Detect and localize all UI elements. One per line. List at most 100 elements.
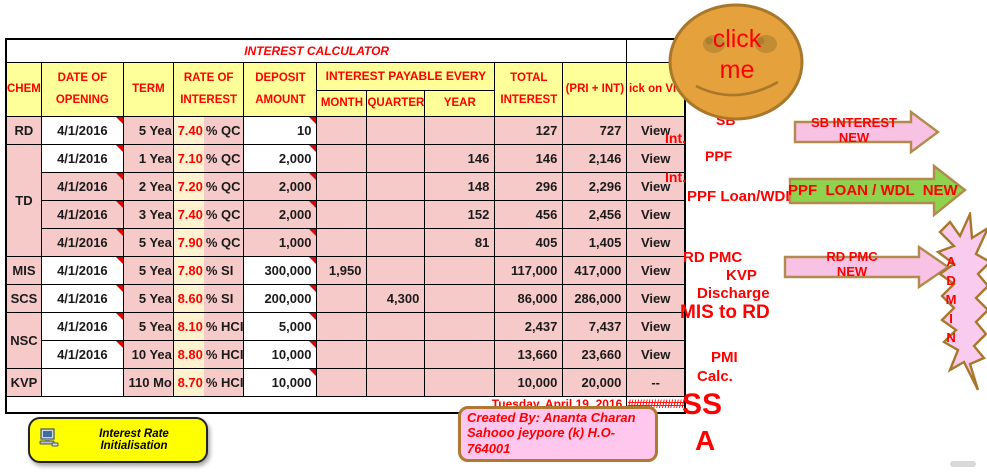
click-me-smiley[interactable]: click me	[666, 2, 808, 122]
date-cell-selected[interactable]: 4/1/2016	[40, 340, 124, 369]
date-cell[interactable]: 4/1/2016	[40, 256, 124, 285]
term-cell[interactable]: 5 Yea	[122, 256, 174, 285]
view-button[interactable]: View	[626, 172, 686, 201]
view-button[interactable]: View	[626, 284, 686, 313]
rate-value[interactable]: 7.40	[174, 117, 204, 144]
link-discharge[interactable]: Discharge	[697, 285, 770, 302]
link-sb-int[interactable]: Int.	[665, 130, 686, 146]
created-by-line1: Created By: Ananta Charan	[467, 410, 636, 425]
rate-cell[interactable]: 8.70% HCI	[172, 368, 245, 397]
rate-cell[interactable]: 7.90% QC	[172, 228, 245, 257]
rate-value[interactable]: 7.80	[174, 257, 204, 284]
rate-value[interactable]: 7.40	[174, 201, 204, 228]
arrow-rd-pmc-new[interactable]: RD PMC NEW	[783, 244, 951, 290]
view-button[interactable]: View	[626, 144, 686, 173]
deposit-cell[interactable]: 2,000	[243, 200, 318, 229]
deposit-cell[interactable]: 10	[243, 116, 318, 145]
term-cell[interactable]: 2 Yea	[122, 172, 174, 201]
total-interest-cell: 146	[494, 144, 564, 173]
link-kvp[interactable]: KVP	[726, 267, 757, 284]
quarter-cell	[366, 116, 426, 145]
term-cell[interactable]: 110 Mo	[122, 368, 174, 397]
header-term: TERM	[122, 62, 174, 117]
rate-cell[interactable]: 8.80% HCI	[172, 340, 245, 369]
rate-suffix: % QC	[205, 235, 241, 250]
term-cell[interactable]: 3 Yea	[122, 200, 174, 229]
view-button[interactable]: View	[626, 200, 686, 229]
link-ppf-loan-wdl[interactable]: PPF Loan/WDL	[687, 188, 795, 205]
year-cell	[424, 284, 496, 313]
rate-value[interactable]: 7.10	[174, 145, 204, 172]
rate-suffix: % HCI	[205, 347, 244, 362]
rate-value[interactable]: 8.10	[174, 313, 204, 340]
rate-cell[interactable]: 8.60% SI	[172, 284, 245, 313]
rate-suffix: % SI	[205, 263, 234, 278]
date-cell[interactable]: 4/1/2016	[40, 228, 124, 257]
rate-cell[interactable]: 8.10% HCI	[172, 312, 245, 341]
year-cell	[424, 368, 496, 397]
rate-value[interactable]: 8.60	[174, 285, 204, 312]
header-month: MONTH	[316, 90, 368, 117]
link-mis-to-rd[interactable]: MIS to RD	[680, 302, 770, 323]
created-by-line2: Sahooo jeypore (k) H.O-	[467, 425, 616, 441]
deposit-cell[interactable]: 5,000	[243, 312, 318, 341]
rate-value[interactable]: 7.90	[174, 229, 204, 256]
view-button[interactable]: View	[626, 228, 686, 257]
term-cell[interactable]: 5 Yea	[122, 312, 174, 341]
month-cell	[316, 312, 368, 341]
rate-cell[interactable]: 7.10% QC	[172, 144, 245, 173]
view-button[interactable]: View	[626, 340, 686, 369]
arrow-ppf-loan-wdl-new[interactable]: PPF LOAN / WDL NEW	[788, 163, 968, 218]
date-cell[interactable]: 4/1/2016	[40, 284, 124, 313]
date-cell[interactable]: 4/1/2016	[40, 172, 124, 201]
scrollbar-fragment	[950, 461, 976, 467]
term-cell[interactable]: 5 Yea	[122, 284, 174, 313]
link-ppf[interactable]: PPF	[705, 148, 733, 164]
date-cell[interactable]	[40, 368, 124, 397]
month-cell	[316, 340, 368, 369]
quarter-cell	[366, 256, 426, 285]
rate-value[interactable]: 8.70	[174, 369, 204, 396]
link-rd-pmc[interactable]: RD PMC	[683, 249, 743, 266]
date-cell[interactable]: 4/1/2016	[40, 312, 124, 341]
rate-cell[interactable]: 7.40% QC	[172, 116, 245, 145]
arrow-sb-interest-new[interactable]: SB INTEREST NEW	[793, 109, 941, 155]
term-cell[interactable]: 5 Yea	[122, 228, 174, 257]
deposit-cell[interactable]: 2,000	[243, 172, 318, 201]
init-button-label: Interest Rate Initialisation	[99, 428, 169, 452]
view-button[interactable]: View	[626, 116, 686, 145]
term-cell[interactable]: 5 Yea	[122, 116, 174, 145]
month-cell: 1,950	[316, 256, 368, 285]
rate-cell[interactable]: 7.20% QC	[172, 172, 245, 201]
link-calc[interactable]: Calc.	[697, 368, 733, 385]
rate-cell[interactable]: 7.80% SI	[172, 256, 245, 285]
term-cell[interactable]: 1 Yea	[122, 144, 174, 173]
link-pmi[interactable]: PMI	[711, 349, 738, 366]
header-rate: RATE OF INTEREST	[172, 62, 245, 117]
term-cell[interactable]: 10 Yea	[122, 340, 174, 369]
link-ss[interactable]: SS	[682, 388, 723, 421]
deposit-cell[interactable]: 10,000	[243, 368, 318, 397]
link-a[interactable]: A	[695, 425, 716, 456]
admin-starburst[interactable]: A D M I N	[928, 209, 987, 392]
interest-rate-init-button[interactable]: Interest Rate Initialisation	[28, 417, 208, 463]
total-interest-cell: 117,000	[494, 256, 564, 285]
rate-cell[interactable]: 7.40% QC	[172, 200, 245, 229]
rate-value[interactable]: 8.80	[174, 341, 204, 368]
deposit-cell[interactable]: 1,000	[243, 228, 318, 257]
rate-value[interactable]: 7.20	[174, 173, 204, 200]
date-cell[interactable]: 4/1/2016	[40, 144, 124, 173]
month-cell	[316, 368, 368, 397]
arrow-ppf-label: PPF LOAN / WDL NEW	[788, 182, 958, 199]
link-ppf-int[interactable]: Int.	[665, 169, 686, 185]
created-by-box: Created By: Ananta Charan Sahooo jeypore…	[458, 406, 658, 462]
deposit-cell[interactable]: 300,000	[243, 256, 318, 285]
deposit-cell[interactable]: 10,000	[243, 340, 318, 369]
deposit-cell[interactable]: 200,000	[243, 284, 318, 313]
deposit-cell[interactable]: 2,000	[243, 144, 318, 173]
date-cell[interactable]: 4/1/2016	[40, 200, 124, 229]
date-cell[interactable]: 4/1/2016	[40, 116, 124, 145]
view-button[interactable]: View	[626, 256, 686, 285]
table-title: INTEREST CALCULATOR	[5, 38, 628, 63]
view-button[interactable]: View	[626, 312, 686, 341]
